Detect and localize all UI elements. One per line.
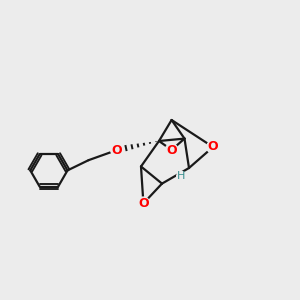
Text: O: O (166, 143, 177, 157)
Text: O: O (208, 140, 218, 154)
Circle shape (137, 197, 150, 210)
Circle shape (111, 144, 123, 156)
Circle shape (177, 172, 186, 181)
Text: O: O (112, 143, 122, 157)
Circle shape (207, 141, 219, 153)
Text: O: O (138, 197, 149, 210)
Text: H: H (177, 171, 186, 182)
Circle shape (165, 144, 178, 156)
